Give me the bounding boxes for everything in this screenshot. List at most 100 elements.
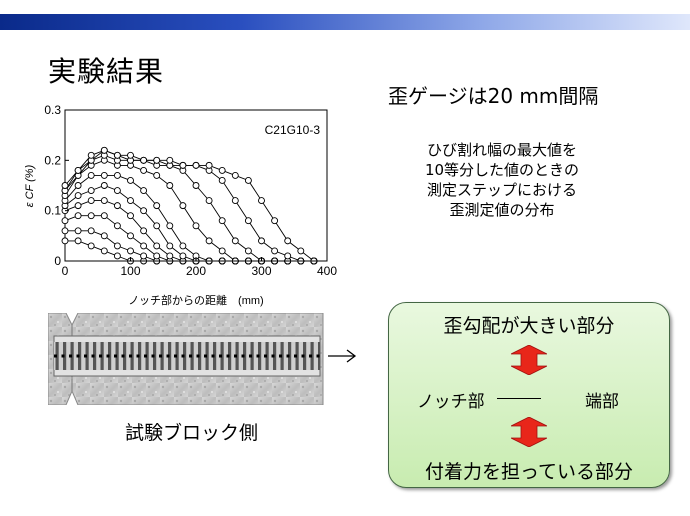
data-point — [218, 247, 226, 255]
data-point — [100, 171, 108, 179]
data-point — [74, 192, 82, 200]
data-point — [74, 202, 82, 210]
data-point — [61, 237, 69, 245]
data-point — [218, 217, 226, 225]
data-point — [87, 227, 95, 235]
data-point — [127, 232, 134, 240]
data-point — [284, 237, 292, 245]
data-point — [113, 171, 121, 179]
series-line-9 — [64, 149, 314, 262]
description-line: 測定ステップにおける — [426, 181, 577, 199]
data-point — [140, 207, 148, 215]
data-point — [205, 197, 213, 205]
data-point — [284, 252, 292, 260]
data-point — [87, 187, 95, 194]
data-point — [127, 151, 134, 159]
data-point — [153, 222, 161, 230]
description-line: 歪測定値の分布 — [449, 201, 555, 219]
data-point — [140, 242, 148, 250]
data-point — [113, 187, 121, 194]
x-tick-label: 100 — [120, 264, 140, 278]
summary-box: 歪勾配が大きい部分 ノッチ部 端部 付着力を担っている部分 — [388, 302, 670, 488]
slide-title: 実験結果 — [48, 55, 165, 88]
data-point — [127, 212, 134, 220]
data-point — [153, 156, 161, 164]
description-line: 10等分した値のときの — [424, 161, 580, 179]
data-point — [205, 237, 213, 245]
y-tick-label: 0 — [54, 254, 61, 268]
data-point — [166, 252, 174, 260]
data-point — [244, 177, 252, 184]
data-point — [87, 197, 95, 205]
data-point — [74, 227, 82, 235]
bond-force-label: 付着力を担っている部分 — [424, 461, 634, 483]
data-point — [61, 217, 69, 225]
x-tick-label: 400 — [317, 264, 337, 278]
specimen-label: 試験ブロック側 — [125, 422, 259, 444]
specimen-diagram — [48, 313, 357, 405]
data-point — [218, 166, 226, 174]
y-tick-label: 0.1 — [44, 204, 61, 218]
chart-annotation: C21G10-3 — [265, 123, 321, 137]
data-point — [140, 166, 148, 174]
x-tick-label: 0 — [62, 264, 69, 278]
end-label: 端部 — [585, 392, 619, 412]
data-point — [271, 247, 279, 255]
x-tick-label: 200 — [186, 264, 206, 278]
data-point — [166, 222, 174, 230]
data-point — [100, 247, 108, 255]
data-point — [87, 212, 95, 220]
data-point — [61, 182, 69, 189]
description-line: ひび割れ幅の最大値を — [426, 141, 577, 159]
data-point — [166, 156, 174, 164]
data-point — [205, 161, 213, 169]
data-point — [140, 227, 148, 235]
data-point — [153, 171, 161, 179]
data-point — [100, 232, 108, 240]
data-point — [87, 171, 95, 179]
data-point — [179, 252, 187, 260]
data-point — [231, 237, 239, 245]
data-point — [231, 171, 239, 179]
strain-gauge-strip — [54, 342, 320, 370]
title-bar-gradient — [0, 14, 690, 30]
data-point — [218, 177, 226, 184]
data-point — [113, 151, 121, 159]
data-point — [244, 247, 252, 255]
data-point — [231, 197, 239, 205]
data-point — [127, 177, 134, 184]
data-point — [258, 197, 265, 205]
x-axis-label: ノッチ部からの距離 (mm) — [128, 293, 263, 307]
y-axis-label: ε CF (%) — [24, 164, 36, 207]
data-point — [127, 247, 134, 255]
series-line-10 — [64, 149, 315, 262]
data-point — [74, 237, 82, 245]
chart-description: ひび割れ幅の最大値を 10等分した値のときの 測定ステップにおける 歪測定値の分… — [380, 140, 624, 220]
data-point — [74, 182, 82, 189]
data-point — [153, 202, 161, 210]
double-arrow-icon — [511, 345, 547, 375]
data-point — [297, 247, 305, 255]
data-point — [179, 161, 187, 169]
data-point — [100, 146, 108, 154]
data-point — [113, 222, 121, 230]
data-point — [244, 217, 252, 225]
data-point — [153, 252, 161, 260]
notch-label: ノッチ部 — [417, 392, 485, 412]
data-point — [113, 202, 121, 210]
data-point — [153, 242, 161, 250]
data-point — [61, 227, 69, 235]
data-point — [166, 242, 174, 250]
double-arrow-icon — [511, 417, 547, 447]
data-point — [179, 242, 187, 250]
data-point — [166, 182, 174, 189]
data-point — [74, 166, 82, 174]
strain-distribution-chart: 0 100 200 300 400 0 0.1 0.2 0.3 C21G10-3 ノッチ部からの… — [24, 104, 337, 307]
data-point — [140, 156, 148, 164]
data-point — [100, 182, 108, 189]
data-point — [258, 237, 265, 245]
data-point — [127, 197, 134, 205]
data-point — [192, 161, 200, 169]
high-gradient-label: 歪勾配が大きい部分 — [443, 315, 615, 337]
data-point — [140, 252, 148, 260]
